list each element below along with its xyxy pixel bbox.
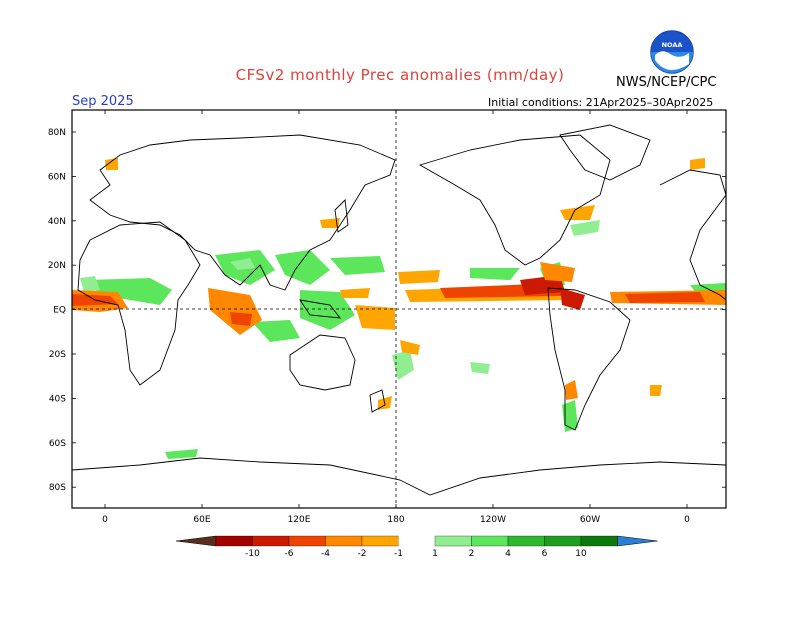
colorbar-right-arrow (617, 535, 658, 547)
colorbar-label: 4 (505, 549, 511, 559)
colorbar-segment (580, 535, 618, 547)
light-wet-anomalies (80, 220, 600, 380)
lon-label: 60E (193, 515, 210, 525)
colorbar-label: -4 (321, 549, 330, 559)
colorbar-label: -10 (245, 549, 260, 559)
valid-month: Sep 2025 (72, 94, 134, 109)
lat-label: 20N (48, 261, 66, 271)
lat-label: 80N (48, 128, 66, 138)
dry-anomaly-wpac (355, 305, 395, 330)
wet-anomaly-southern (165, 449, 198, 459)
southamerica-coastline (547, 287, 631, 431)
coastlines (72, 124, 726, 496)
colorbar-segment (361, 535, 399, 547)
wet-anomaly-maritime (300, 290, 355, 330)
dry-anomaly-centralamerica (540, 262, 575, 282)
lat-label: 20S (49, 350, 66, 360)
indonesia-coastline (299, 299, 341, 319)
lat-label: 60S (49, 439, 66, 449)
wet-anomaly-epac (470, 268, 520, 280)
colorbar-label: 2 (469, 549, 475, 559)
dry-anomaly-central-pac (398, 270, 440, 284)
dry-anomaly-colombia (560, 288, 585, 310)
newzealand-coastline (369, 389, 386, 413)
map-content (72, 110, 726, 508)
colorbar-segment (325, 535, 363, 547)
lat-axis: 80N 60N 40N 20N EQ 20S 40S 60S 80S (48, 128, 726, 493)
colorbar-segment (288, 535, 326, 547)
agency-label: NWS/NCEP/CPC (616, 75, 717, 90)
wet-anomaly-seasia (275, 250, 330, 285)
lat-label: 80S (49, 483, 66, 493)
lon-label: 180 (387, 515, 404, 525)
wet-anomaly-wpac (330, 256, 385, 275)
colorbar-segment (434, 535, 472, 547)
japan-coastline (334, 199, 349, 233)
colorbar: -10 -6 -4 -2 -1 1 2 4 6 10 (175, 535, 658, 559)
lat-label: 40N (48, 217, 66, 227)
lon-label: 120W (480, 515, 506, 525)
wet-anomaly-africa (86, 278, 172, 305)
map-frame (71, 109, 727, 509)
colorbar-segment (507, 535, 545, 547)
colorbar-label: -6 (285, 549, 294, 559)
lat-label: 40S (49, 394, 66, 404)
eurasia-coastline (89, 134, 396, 291)
greenland-coastline (559, 124, 651, 181)
dry-anomaly-indianocean (208, 288, 262, 335)
wet-anomaly-indianocean (252, 320, 300, 342)
colorbar-segment (544, 535, 582, 547)
svg-text:NOAA: NOAA (662, 41, 683, 49)
colorbar-segment (398, 536, 435, 546)
map-title: CFSv2 monthly Prec anomalies (mm/day) (235, 66, 565, 84)
wet-anomaly-chile (562, 400, 578, 432)
colorbar-label: 1 (432, 549, 438, 559)
colorbar-label: -1 (394, 549, 403, 559)
lat-label: EQ (53, 306, 66, 316)
northamerica-coastline (418, 134, 611, 266)
initial-conditions: Initial conditions: 21Apr2025–30Apr2025 (488, 96, 714, 109)
noaa-logo-icon: NOAA (650, 30, 694, 74)
lon-label: 0 (684, 515, 690, 525)
africa-coastline (77, 221, 201, 386)
antarctica-coastline (72, 457, 726, 496)
colorbar-label: 6 (542, 549, 548, 559)
colorbar-left-arrow (175, 535, 217, 547)
europe-africa-wrap (659, 169, 726, 301)
lat-label: 60N (48, 172, 66, 182)
lon-label: 0 (102, 515, 108, 525)
australia-coastline (289, 334, 356, 391)
colorbar-label: -2 (358, 549, 367, 559)
colorbar-label: 10 (575, 549, 587, 559)
lon-label: 120E (288, 515, 311, 525)
lon-label: 60W (580, 515, 600, 525)
colorbar-segment (252, 535, 290, 547)
colorbar-segment (215, 535, 253, 547)
lon-axis: 0 60E 120E 180 120W 60W 0 (102, 110, 690, 525)
colorbar-segment (471, 535, 509, 547)
